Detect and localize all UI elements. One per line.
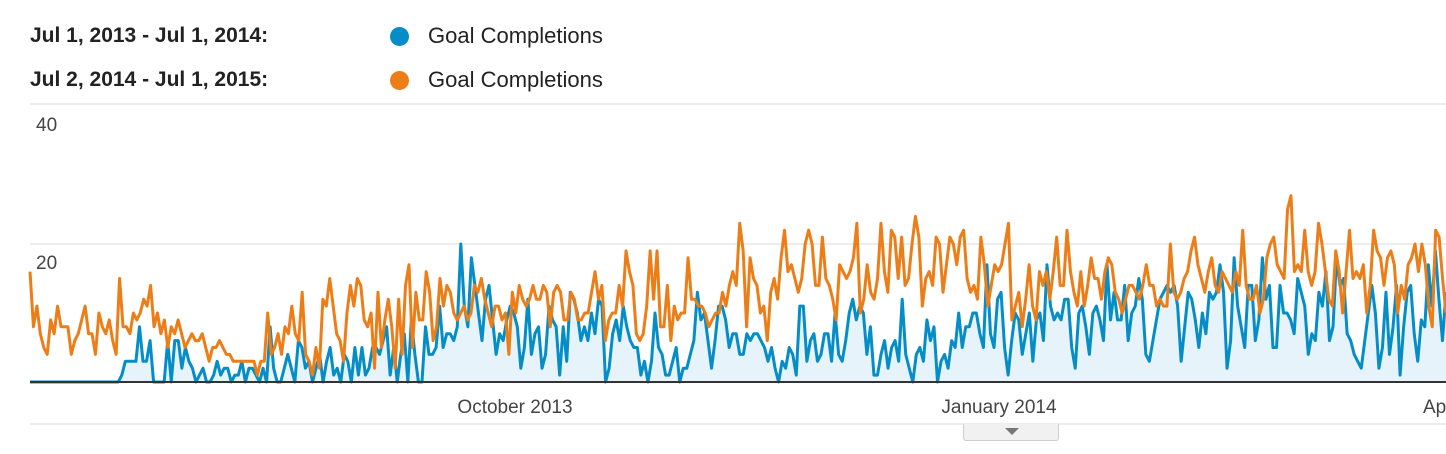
- legend-series-2[interactable]: Goal Completions: [428, 67, 603, 92]
- y-tick-40: 40: [36, 115, 57, 136]
- legend-range-1: Jul 1, 2013 - Jul 1, 2014:: [30, 24, 269, 47]
- x-tick-april-2014: Ap: [1423, 397, 1446, 418]
- series1-dot-icon[interactable]: [390, 27, 409, 46]
- timeline-expand-handle[interactable]: [963, 424, 1059, 441]
- chart-marks: [28, 194, 1446, 384]
- x-tick-october-2013: October 2013: [457, 397, 572, 418]
- series-1-line[interactable]: [30, 242, 1446, 384]
- chevron-down-icon: [1005, 428, 1019, 435]
- series-2-line[interactable]: [28, 194, 1446, 377]
- legend-series-1[interactable]: Goal Completions: [428, 23, 603, 48]
- y-tick-20: 20: [36, 253, 57, 274]
- legend-range-2: Jul 2, 2014 - Jul 1, 2015:: [30, 68, 269, 91]
- x-tick-january-2014: January 2014: [941, 397, 1057, 418]
- series-1-area: [30, 244, 1446, 382]
- series2-dot-icon[interactable]: [390, 71, 409, 90]
